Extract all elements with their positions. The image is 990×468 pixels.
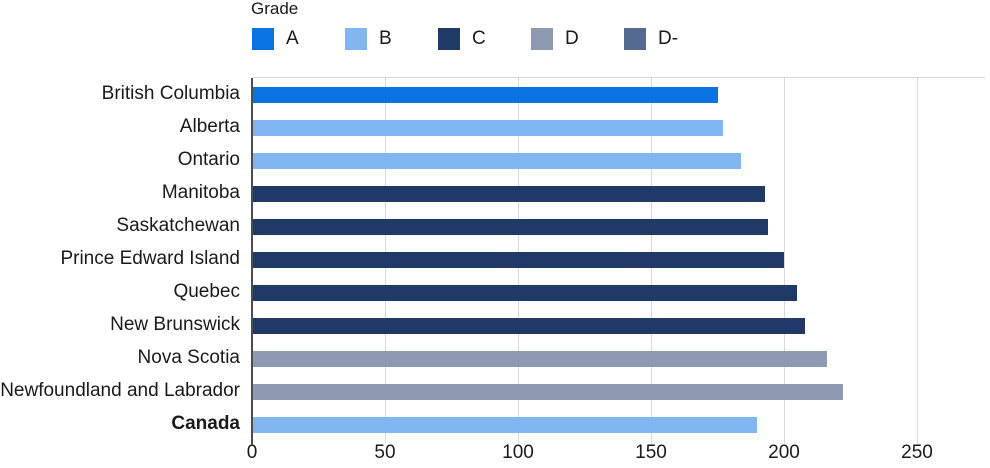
x-tick-label-50: 50 [374, 442, 396, 463]
legend-label: B [379, 28, 392, 49]
bar-newfoundland-and-labrador [252, 383, 843, 400]
legend-label: D- [658, 28, 679, 49]
bar-british-columbia [252, 86, 718, 103]
bar-quebec [252, 284, 798, 301]
legend-label: D [565, 28, 579, 49]
category-label-ontario: Ontario [177, 149, 240, 170]
bar-nova-scotia [252, 350, 827, 367]
category-label-canada: Canada [171, 413, 240, 434]
category-label-nova-scotia: Nova Scotia [137, 347, 240, 368]
plot-area [251, 77, 985, 445]
category-label-prince-edward-island: Prince Edward Island [60, 248, 240, 269]
category-label-quebec: Quebec [173, 281, 240, 302]
x-tick-label-250: 250 [901, 442, 933, 463]
category-label-manitoba: Manitoba [161, 182, 240, 203]
legend-swatch-d [624, 28, 646, 50]
bar-prince-edward-island [252, 251, 784, 268]
legend-swatch-a [252, 28, 274, 50]
category-label-new-brunswick: New Brunswick [110, 314, 240, 335]
gridline-200 [784, 78, 785, 444]
bar-manitoba [252, 185, 766, 202]
y-axis-line [251, 78, 253, 445]
bar-ontario [252, 152, 742, 169]
category-label-saskatchewan: Saskatchewan [116, 215, 240, 236]
bar-alberta [252, 119, 723, 136]
category-label-alberta: Alberta [179, 116, 240, 137]
legend-label: C [472, 28, 486, 49]
gridline-250 [917, 78, 918, 444]
category-label-british-columbia: British Columbia [101, 83, 240, 104]
legend-swatch-c [438, 28, 460, 50]
bar-canada [252, 416, 758, 433]
x-tick-label-100: 100 [502, 442, 534, 463]
legend-swatch-d [531, 28, 553, 50]
x-tick-label-200: 200 [768, 442, 800, 463]
legend-item-d: D- [624, 28, 678, 50]
legend-item-b: B [345, 28, 392, 50]
legend-title: Grade [251, 0, 299, 18]
x-tick-label-0: 0 [246, 442, 258, 463]
bar-saskatchewan [252, 218, 768, 235]
legend-item-d: D [531, 28, 579, 50]
legend-label: A [286, 28, 299, 49]
category-label-newfoundland-and-labrador: Newfoundland and Labrador [0, 380, 240, 401]
bar-new-brunswick [252, 317, 806, 334]
legend-swatch-b [345, 28, 367, 50]
legend-item-a: A [252, 28, 299, 50]
x-tick-label-150: 150 [635, 442, 667, 463]
legend-item-c: C [438, 28, 486, 50]
